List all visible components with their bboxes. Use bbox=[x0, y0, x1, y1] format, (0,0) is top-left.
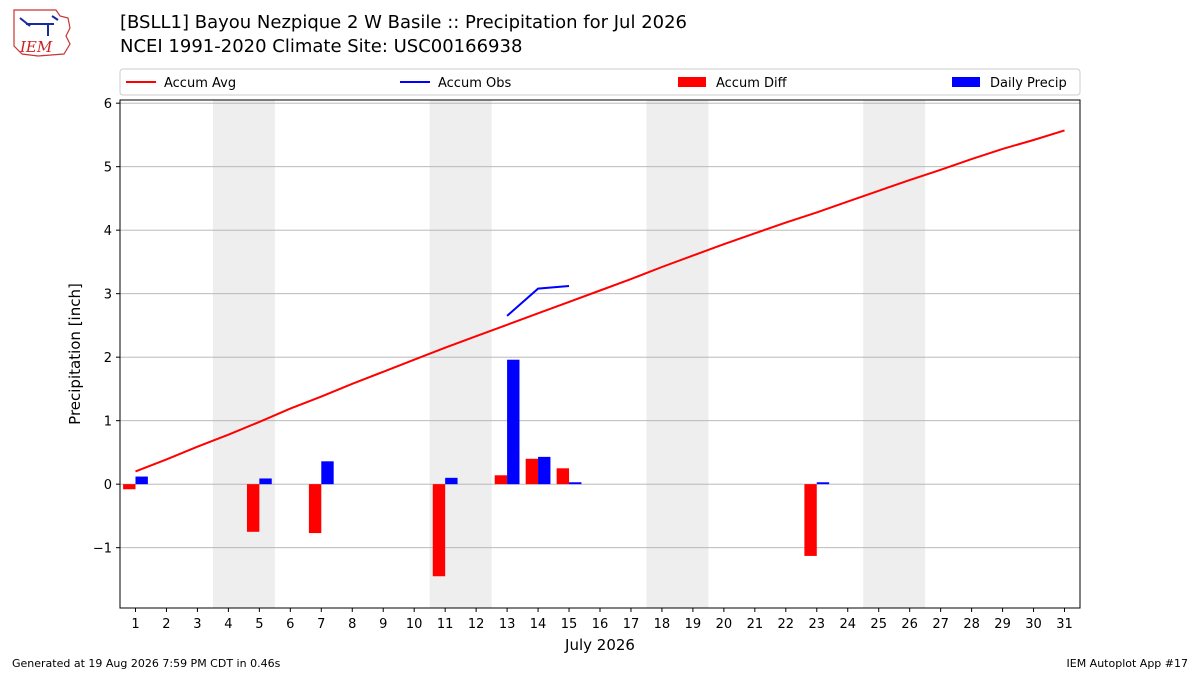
accum-obs-line bbox=[506, 285, 570, 317]
daily-precip-bar bbox=[135, 476, 148, 485]
accum-diff-bar bbox=[525, 458, 539, 485]
x-tick-label: 20 bbox=[716, 617, 733, 632]
x-tick-label: 3 bbox=[193, 617, 201, 632]
y-axis-label: Precipitation [inch] bbox=[66, 283, 84, 425]
daily-precip-bar bbox=[816, 482, 830, 485]
x-tick-label: 12 bbox=[468, 617, 485, 632]
legend-daily-precip-swatch bbox=[952, 77, 980, 87]
x-axis-label: July 2026 bbox=[564, 636, 635, 654]
iem-logo: IEM bbox=[13, 9, 71, 57]
accum-avg-line bbox=[135, 129, 1065, 473]
legend: Accum Avg Accum Obs Accum Diff Daily Precip bbox=[119, 68, 1081, 96]
x-tick-label: 14 bbox=[530, 617, 547, 632]
accum-diff-bar bbox=[123, 484, 136, 490]
legend-accum-obs: Accum Obs bbox=[438, 76, 511, 91]
y-tick-label: 5 bbox=[104, 161, 112, 176]
accum-diff-bar bbox=[308, 484, 322, 534]
x-tick-label: 2 bbox=[162, 617, 170, 632]
generated-timestamp: Generated at 19 Aug 2026 7:59 PM CDT in … bbox=[12, 657, 281, 670]
accum-diff-bar bbox=[432, 484, 446, 577]
legend-frame bbox=[119, 68, 1081, 96]
x-tick-label: 25 bbox=[870, 617, 887, 632]
accum-diff-bar bbox=[804, 484, 817, 556]
x-tick-label: 28 bbox=[963, 617, 980, 632]
x-tick-label: 21 bbox=[747, 617, 764, 632]
daily-precip-bar bbox=[538, 456, 551, 485]
x-tick-label: 6 bbox=[286, 617, 294, 632]
weekend-shade bbox=[212, 100, 275, 608]
accum-diff-bar bbox=[556, 468, 570, 485]
daily-precip-bar bbox=[259, 478, 272, 485]
x-tick-label: 13 bbox=[499, 617, 516, 632]
x-tick-label: 9 bbox=[379, 617, 387, 632]
x-tick-label: 1 bbox=[131, 617, 139, 632]
y-tick-label: −1 bbox=[93, 542, 112, 557]
y-tick-label: 2 bbox=[104, 351, 112, 366]
chart-subtitle: NCEI 1991-2020 Climate Site: USC00166938 bbox=[120, 36, 523, 57]
x-tick-label: 24 bbox=[839, 617, 856, 632]
x-tick-label: 11 bbox=[437, 617, 454, 632]
legend-accum-avg: Accum Avg bbox=[164, 76, 236, 91]
x-tick-label: 31 bbox=[1056, 617, 1073, 632]
svg-text:IEM: IEM bbox=[19, 38, 53, 56]
daily-precip-bar bbox=[507, 359, 520, 485]
x-tick-label: 19 bbox=[685, 617, 702, 632]
x-tick-label: 5 bbox=[255, 617, 263, 632]
daily-precip-bar bbox=[321, 461, 334, 485]
x-tick-label: 18 bbox=[654, 617, 671, 632]
chart-title: [BSLL1] Bayou Nezpique 2 W Basile :: Pre… bbox=[120, 12, 687, 33]
x-tick-label: 27 bbox=[932, 617, 949, 632]
x-tick-label: 22 bbox=[778, 617, 795, 632]
accum-diff-bar bbox=[494, 475, 508, 485]
x-tick-label: 4 bbox=[224, 617, 232, 632]
weekend-shade bbox=[646, 100, 709, 608]
x-tick-label: 30 bbox=[1025, 617, 1042, 632]
x-tick-label: 15 bbox=[561, 617, 578, 632]
daily-precip-bar bbox=[569, 482, 582, 485]
y-tick-label: 3 bbox=[104, 288, 112, 303]
y-tick-label: 1 bbox=[104, 415, 112, 430]
x-tick-label: 23 bbox=[809, 617, 826, 632]
x-tick-label: 29 bbox=[994, 617, 1011, 632]
y-tick-label: 6 bbox=[104, 97, 112, 112]
x-tick-label: 8 bbox=[348, 617, 356, 632]
x-tick-label: 7 bbox=[317, 617, 325, 632]
accum-diff-bar bbox=[246, 484, 260, 532]
x-tick-label: 17 bbox=[623, 617, 640, 632]
legend-accum-diff-swatch bbox=[678, 77, 706, 87]
autoplot-app-label: IEM Autoplot App #17 bbox=[1066, 657, 1189, 670]
x-tick-label: 16 bbox=[592, 617, 609, 632]
legend-daily-precip: Daily Precip bbox=[990, 76, 1067, 91]
x-tick-label: 10 bbox=[406, 617, 423, 632]
y-tick-label: 4 bbox=[104, 224, 112, 239]
x-tick-label: 26 bbox=[901, 617, 918, 632]
y-tick-label: 0 bbox=[104, 478, 112, 493]
legend-accum-diff: Accum Diff bbox=[716, 76, 788, 91]
weekend-shade bbox=[863, 100, 926, 608]
daily-precip-bar bbox=[445, 477, 458, 485]
